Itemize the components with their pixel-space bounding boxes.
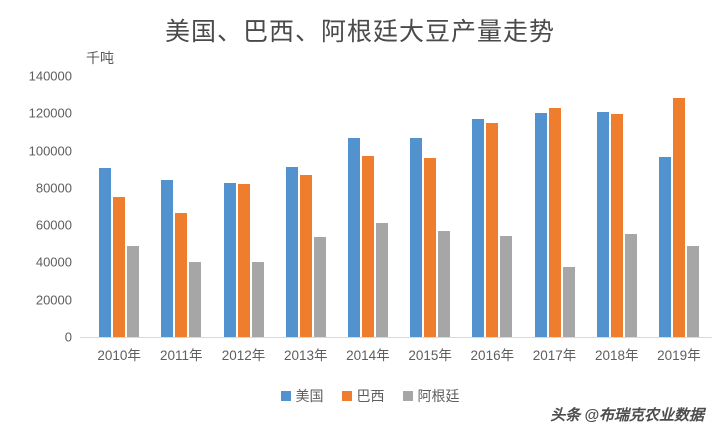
bar[interactable] xyxy=(486,123,499,337)
bar[interactable] xyxy=(610,113,623,337)
bar[interactable] xyxy=(500,236,513,337)
bar-group xyxy=(461,76,523,337)
bar-group xyxy=(586,76,648,337)
bar[interactable] xyxy=(624,233,637,337)
bar[interactable] xyxy=(347,137,360,337)
bar[interactable] xyxy=(127,245,140,337)
bar[interactable] xyxy=(189,262,202,337)
bar[interactable] xyxy=(175,213,188,337)
bar[interactable] xyxy=(658,156,671,337)
bar[interactable] xyxy=(161,180,174,337)
bar-group xyxy=(648,76,710,337)
bar-group xyxy=(150,76,212,337)
legend-color-swatch xyxy=(280,391,291,401)
y-axis-tick-label: 100000 xyxy=(28,143,72,159)
bar[interactable] xyxy=(361,155,374,337)
x-axis-baseline xyxy=(80,337,712,338)
bar-group xyxy=(212,76,274,337)
bar[interactable] xyxy=(548,107,561,337)
bar[interactable] xyxy=(534,113,547,337)
bar[interactable] xyxy=(410,137,423,337)
bar-groups xyxy=(88,76,710,337)
y-axis-unit-label: 千吨 xyxy=(86,50,114,66)
bar[interactable] xyxy=(424,157,437,337)
bar[interactable] xyxy=(251,262,264,337)
bar-group xyxy=(399,76,461,337)
bar[interactable] xyxy=(237,184,250,337)
y-axis: 0 20000 40000 60000 80000 100000 120000 140000 xyxy=(0,69,82,345)
x-axis: 2010年 2011年 2012年 2013年 2014年 2015年 2016年 2017年… xyxy=(88,344,710,368)
bar[interactable] xyxy=(99,167,112,337)
y-axis-tick-label: 140000 xyxy=(28,68,72,84)
legend-item[interactable]: 巴西 xyxy=(341,386,385,406)
bar-group xyxy=(523,76,585,337)
bar[interactable] xyxy=(223,182,236,337)
x-axis-tick-label: 2010年 xyxy=(97,348,141,363)
bar-group xyxy=(337,76,399,337)
plot-area xyxy=(88,76,710,337)
y-axis-tick-label: 80000 xyxy=(35,180,72,196)
bar-group xyxy=(275,76,337,337)
bar[interactable] xyxy=(686,246,699,337)
bar[interactable] xyxy=(672,98,685,337)
bar[interactable] xyxy=(596,112,609,337)
legend-item[interactable]: 美国 xyxy=(280,386,324,406)
legend-label: 阿根廷 xyxy=(417,388,460,404)
legend-label: 美国 xyxy=(295,388,324,404)
legend-color-swatch xyxy=(402,391,413,401)
legend-color-swatch xyxy=(341,391,352,401)
x-axis-tick-label: 2017年 xyxy=(532,348,577,363)
x-axis-tick-label: 2014年 xyxy=(346,348,390,363)
bar[interactable] xyxy=(438,231,451,337)
bar[interactable] xyxy=(299,175,312,337)
bar-group xyxy=(88,76,150,337)
x-axis-tick-label: 2012年 xyxy=(221,348,266,363)
bar[interactable] xyxy=(562,266,575,337)
x-axis-tick-label: 2016年 xyxy=(470,348,515,363)
y-axis-tick-label: 120000 xyxy=(28,105,72,121)
legend-label: 巴西 xyxy=(356,388,385,404)
chart-title: 美国、巴西、阿根廷大豆产量走势 xyxy=(164,18,555,46)
bar[interactable] xyxy=(313,237,326,337)
bar[interactable] xyxy=(375,222,388,337)
chart-legend: 美国 巴西 阿根廷 xyxy=(0,386,720,406)
x-axis-tick-label: 2019年 xyxy=(657,348,701,363)
y-axis-tick-label: 40000 xyxy=(35,254,72,270)
bar[interactable] xyxy=(113,197,126,337)
y-axis-tick-label: 60000 xyxy=(35,217,72,233)
bar[interactable] xyxy=(285,166,298,337)
bar[interactable] xyxy=(472,118,485,337)
y-axis-tick-label: 20000 xyxy=(35,292,72,308)
y-axis-tick-label: 0 xyxy=(64,329,72,345)
x-axis-tick-label: 2011年 xyxy=(160,348,203,363)
x-axis-tick-label: 2018年 xyxy=(594,348,639,363)
x-axis-tick-label: 2015年 xyxy=(408,348,452,363)
watermark: 头条 @布瑞克农业数据 xyxy=(550,407,704,424)
x-axis-tick-label: 2013年 xyxy=(283,348,328,363)
legend-item[interactable]: 阿根廷 xyxy=(402,386,460,406)
